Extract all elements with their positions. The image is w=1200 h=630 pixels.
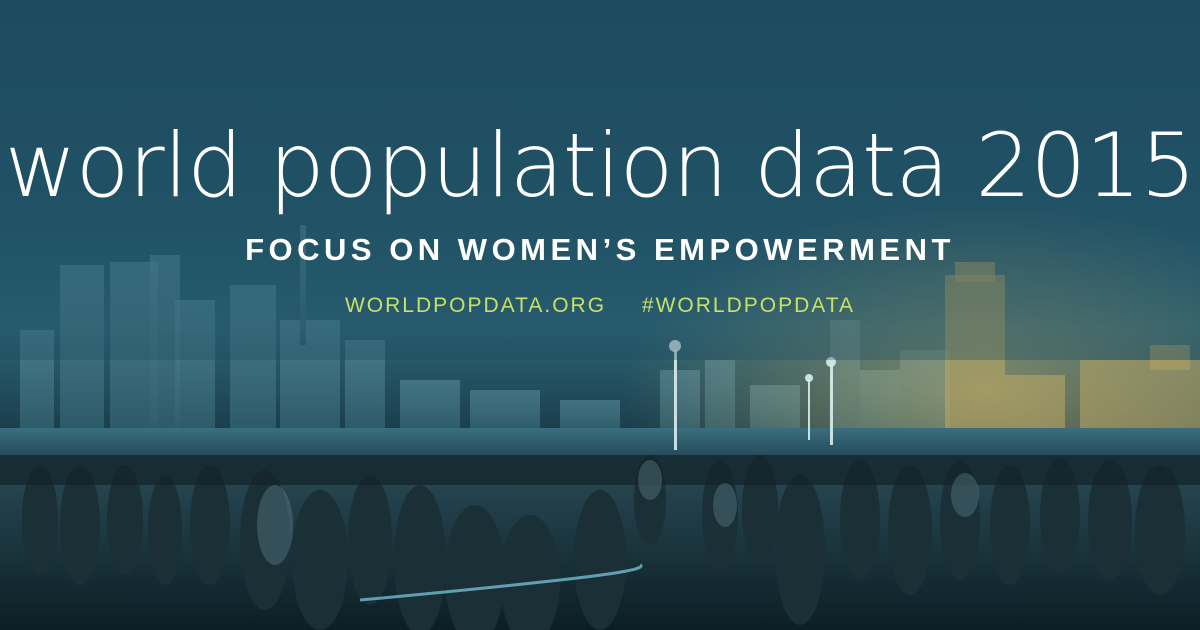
banner-links: WORLDPOPDATA.ORG #WORLDPOPDATA <box>0 295 1200 316</box>
hashtag-link[interactable]: #WORLDPOPDATA <box>641 294 855 317</box>
banner-subtitle: FOCUS ON WOMEN’S EMPOWERMENT <box>245 232 955 267</box>
banner-title: world population data 2015 <box>4 114 1197 217</box>
website-link[interactable]: WORLDPOPDATA.ORG <box>344 294 607 317</box>
